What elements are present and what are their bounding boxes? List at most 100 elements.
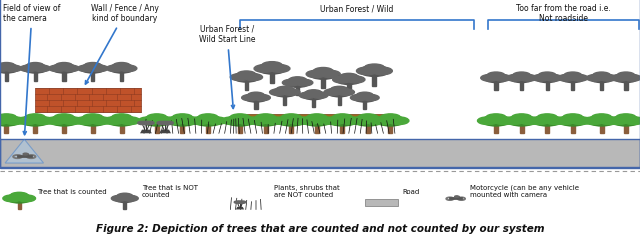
Text: Tree that is NOT
counted: Tree that is NOT counted xyxy=(142,185,198,198)
Circle shape xyxy=(123,196,138,201)
Circle shape xyxy=(296,79,313,86)
Bar xyxy=(206,126,210,133)
Circle shape xyxy=(111,114,132,122)
Circle shape xyxy=(237,201,243,203)
Bar xyxy=(571,82,575,90)
Circle shape xyxy=(281,114,301,122)
Circle shape xyxy=(189,117,210,124)
Circle shape xyxy=(366,117,387,124)
Circle shape xyxy=(315,117,335,124)
Circle shape xyxy=(234,201,241,203)
Circle shape xyxy=(309,69,337,79)
Circle shape xyxy=(537,114,557,122)
Circle shape xyxy=(138,121,147,124)
Circle shape xyxy=(109,64,134,73)
Bar xyxy=(347,84,351,93)
Circle shape xyxy=(20,65,37,72)
Circle shape xyxy=(333,76,351,83)
Circle shape xyxy=(588,115,616,126)
Circle shape xyxy=(503,117,524,124)
Circle shape xyxy=(349,117,370,124)
Circle shape xyxy=(120,65,137,72)
Circle shape xyxy=(616,114,636,122)
Circle shape xyxy=(91,117,111,124)
Bar xyxy=(545,126,549,133)
Circle shape xyxy=(147,114,167,122)
Bar xyxy=(340,126,344,133)
Circle shape xyxy=(508,115,536,126)
Circle shape xyxy=(79,115,107,126)
Circle shape xyxy=(372,67,392,75)
Circle shape xyxy=(22,64,48,73)
Circle shape xyxy=(272,88,298,97)
Bar xyxy=(62,72,66,81)
Circle shape xyxy=(62,117,83,124)
Circle shape xyxy=(356,92,373,98)
Text: Urban Forest / Wild: Urban Forest / Wild xyxy=(321,5,394,14)
Circle shape xyxy=(360,65,389,76)
Circle shape xyxy=(557,75,575,81)
Circle shape xyxy=(55,63,73,69)
Bar xyxy=(180,126,184,133)
Circle shape xyxy=(252,115,280,126)
Circle shape xyxy=(244,93,268,102)
Polygon shape xyxy=(236,207,244,209)
Circle shape xyxy=(242,95,258,101)
Circle shape xyxy=(282,79,300,86)
Circle shape xyxy=(337,89,355,95)
Circle shape xyxy=(111,196,127,201)
Circle shape xyxy=(624,75,640,81)
Circle shape xyxy=(221,117,242,124)
Bar xyxy=(283,96,287,105)
Circle shape xyxy=(161,121,170,124)
Circle shape xyxy=(0,63,15,69)
Circle shape xyxy=(340,73,358,80)
Circle shape xyxy=(254,95,270,101)
Circle shape xyxy=(600,117,620,124)
Bar xyxy=(520,126,524,133)
Circle shape xyxy=(487,72,505,79)
Circle shape xyxy=(353,93,376,102)
Circle shape xyxy=(506,75,524,81)
Bar xyxy=(600,126,604,133)
Circle shape xyxy=(157,121,166,124)
Circle shape xyxy=(289,77,307,83)
Bar xyxy=(244,81,248,90)
Circle shape xyxy=(4,65,22,72)
Circle shape xyxy=(247,117,268,124)
Circle shape xyxy=(324,117,344,124)
Bar xyxy=(315,126,319,133)
Circle shape xyxy=(26,63,44,69)
Circle shape xyxy=(91,65,108,72)
Circle shape xyxy=(613,73,639,83)
Polygon shape xyxy=(140,130,152,133)
Circle shape xyxy=(363,95,379,101)
Circle shape xyxy=(302,91,325,100)
Circle shape xyxy=(617,72,635,79)
Circle shape xyxy=(255,114,276,122)
Bar xyxy=(571,126,575,133)
Circle shape xyxy=(324,89,341,95)
Circle shape xyxy=(23,153,28,155)
Circle shape xyxy=(21,115,49,126)
Circle shape xyxy=(607,117,628,124)
Bar xyxy=(4,126,8,133)
Circle shape xyxy=(180,117,201,124)
Circle shape xyxy=(254,65,275,72)
Circle shape xyxy=(230,74,249,81)
Circle shape xyxy=(330,86,348,93)
Bar xyxy=(494,126,498,133)
Circle shape xyxy=(307,114,327,122)
Circle shape xyxy=(25,114,45,122)
Bar xyxy=(372,76,376,86)
Bar xyxy=(624,126,628,133)
Bar xyxy=(33,126,37,133)
Circle shape xyxy=(62,65,79,72)
Circle shape xyxy=(239,201,246,203)
Bar xyxy=(120,72,124,81)
Circle shape xyxy=(335,75,362,84)
Circle shape xyxy=(545,75,563,81)
Circle shape xyxy=(600,75,617,81)
Circle shape xyxy=(312,92,328,98)
Circle shape xyxy=(0,114,17,122)
